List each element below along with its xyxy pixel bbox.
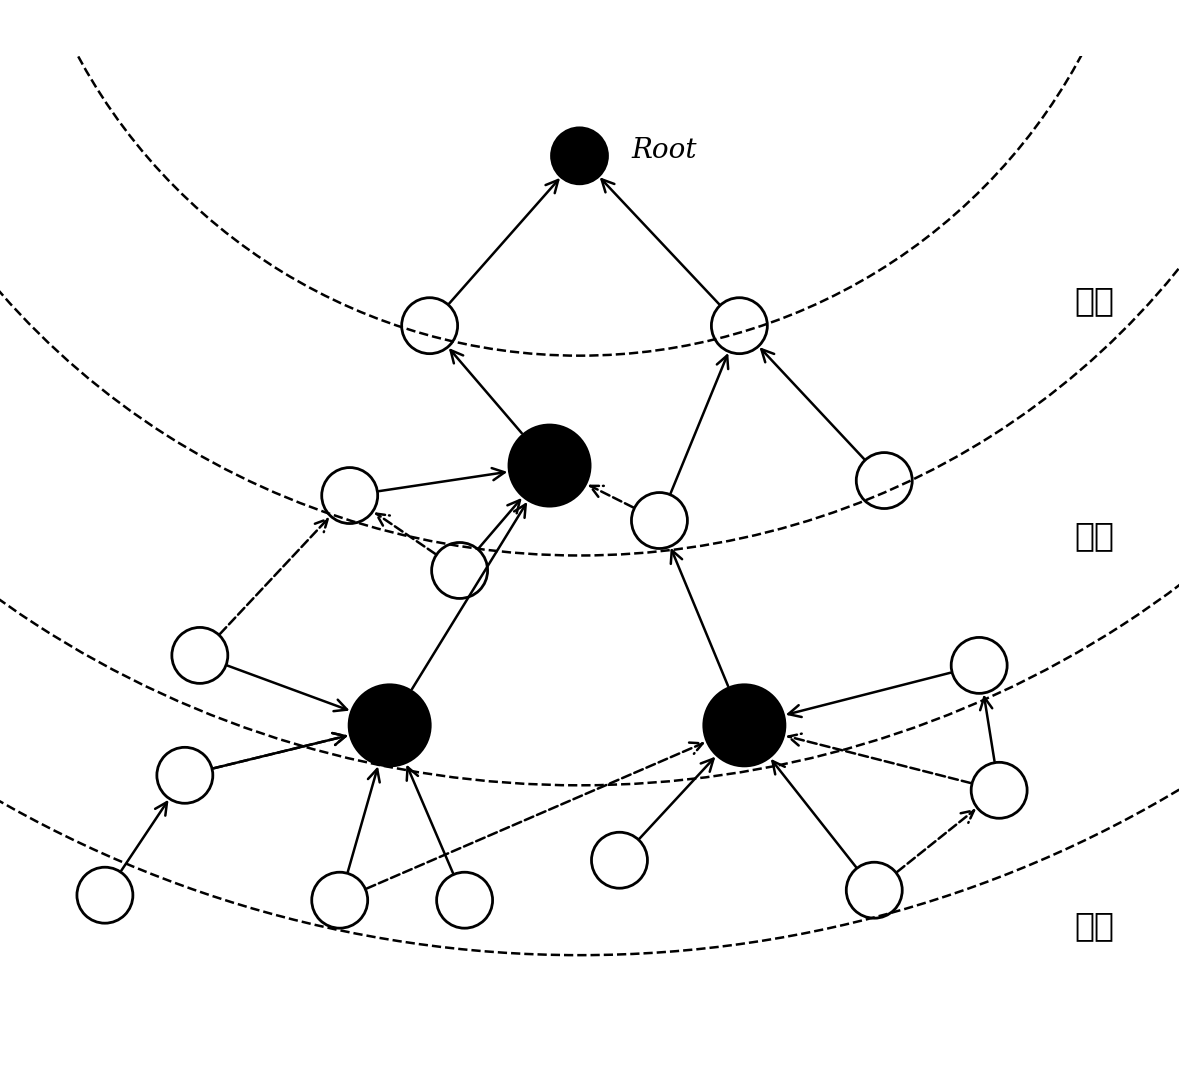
Circle shape	[704, 685, 785, 766]
FancyArrowPatch shape	[367, 743, 703, 888]
FancyArrowPatch shape	[348, 769, 380, 872]
FancyArrowPatch shape	[121, 802, 167, 871]
FancyArrowPatch shape	[228, 666, 347, 711]
Text: Root: Root	[632, 137, 697, 165]
FancyArrowPatch shape	[591, 485, 633, 507]
Text: 三层: 三层	[1074, 909, 1114, 942]
FancyArrowPatch shape	[639, 758, 713, 839]
FancyArrowPatch shape	[671, 550, 729, 686]
FancyArrowPatch shape	[378, 468, 505, 491]
FancyArrowPatch shape	[772, 762, 856, 867]
FancyArrowPatch shape	[789, 733, 970, 783]
FancyArrowPatch shape	[213, 733, 345, 768]
FancyArrowPatch shape	[376, 514, 435, 554]
FancyArrowPatch shape	[671, 356, 729, 493]
FancyArrowPatch shape	[601, 179, 719, 304]
FancyArrowPatch shape	[479, 500, 520, 548]
FancyArrowPatch shape	[897, 811, 974, 872]
Text: 二层: 二层	[1074, 519, 1114, 552]
FancyArrowPatch shape	[449, 180, 558, 303]
Circle shape	[552, 128, 607, 183]
FancyArrowPatch shape	[450, 350, 522, 433]
Circle shape	[349, 685, 430, 766]
FancyArrowPatch shape	[220, 519, 328, 634]
FancyArrowPatch shape	[762, 349, 864, 459]
FancyArrowPatch shape	[980, 697, 995, 762]
Circle shape	[509, 425, 591, 506]
Text: 一层: 一层	[1074, 285, 1114, 317]
FancyArrowPatch shape	[213, 733, 345, 768]
FancyArrowPatch shape	[789, 673, 950, 717]
FancyArrowPatch shape	[407, 767, 453, 873]
FancyArrowPatch shape	[411, 504, 526, 690]
